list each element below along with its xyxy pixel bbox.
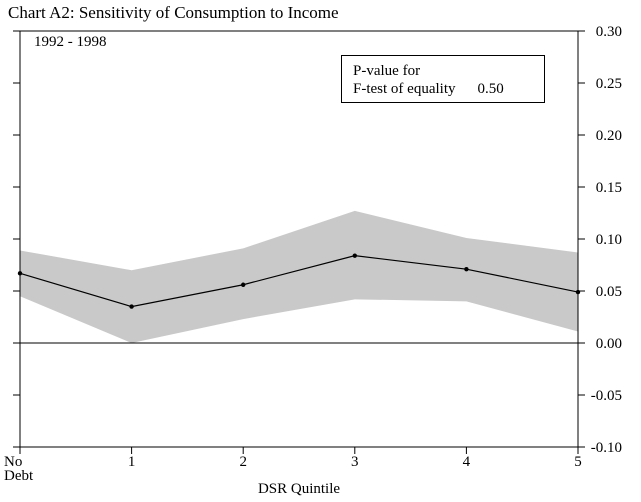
chart-title: Chart A2: Sensitivity of Consumption to … (8, 3, 339, 22)
legend-line1: P-value for (353, 63, 421, 79)
data-point (129, 304, 134, 309)
y-tick-label: 0.15 (596, 180, 622, 196)
data-point (464, 266, 469, 272)
y-tick-label: 0.30 (596, 24, 622, 40)
x-tick-label: 1 (128, 454, 136, 470)
y-tick-label: 0.05 (596, 284, 622, 300)
data-point (17, 271, 23, 276)
y-tick-label: 0.20 (596, 128, 622, 144)
x-tick-label: 2 (239, 454, 247, 470)
x-tick-label: 3 (351, 454, 359, 470)
confidence-band (20, 210, 578, 343)
x-tick-label: No Debt (4, 454, 34, 484)
y-tick-label: 0.25 (596, 76, 622, 92)
y-tick-label: 0.10 (596, 232, 622, 248)
estimate-line (19, 255, 579, 308)
legend-pvalue: 0.50 (477, 81, 504, 97)
data-point (241, 282, 246, 287)
y-tick-label: -0.05 (591, 388, 622, 404)
data-point (352, 253, 357, 258)
x-tick-label: 5 (574, 454, 582, 470)
x-axis-label: DSR Quintile (257, 481, 341, 497)
legend-line2-text: F-test of equality (353, 81, 456, 97)
legend-box: P-value for F-test of equality 0.50 (341, 55, 545, 103)
y-tick-label: -0.10 (591, 440, 622, 456)
legend-line2: F-test of equality 0.50 (353, 80, 544, 98)
y-tick-label: 0.00 (596, 336, 622, 352)
chart-subtitle: 1992 - 1998 (34, 34, 107, 50)
x-tick-label: 4 (463, 454, 471, 470)
data-point (575, 289, 581, 295)
